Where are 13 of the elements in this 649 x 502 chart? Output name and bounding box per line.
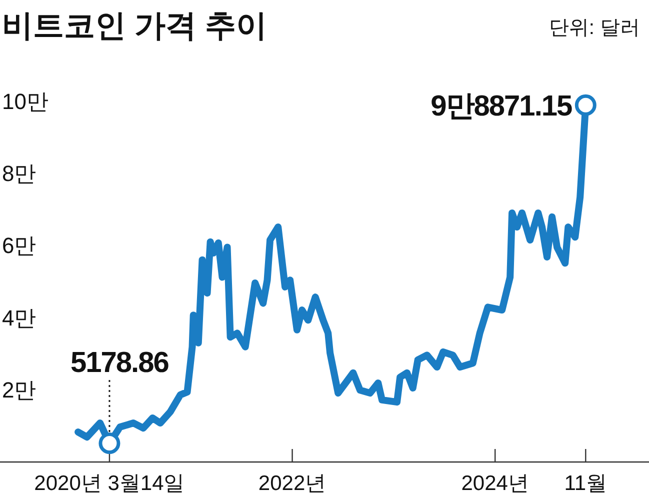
y-tick-label: 4만 (2, 305, 36, 330)
x-tick-label: 2020년 3월14일 (34, 472, 185, 495)
y-tick-label: 8만 (2, 160, 36, 186)
annotation: 5178.86 (70, 347, 170, 379)
text: 단위: 달러 (548, 17, 640, 39)
chart-title: 비트코인 가격 추이 (2, 8, 268, 43)
x-tick-label: 11월 (564, 472, 608, 495)
x-tick-label: 2024년 (461, 472, 529, 495)
y-tick-label: 10만 (2, 88, 48, 114)
x-tick-label: 2022년 (258, 472, 326, 495)
y-tick-label: 6만 (2, 233, 36, 258)
y-tick-label: 2만 (2, 378, 36, 403)
annotation: 9만8871.15 (430, 90, 573, 122)
